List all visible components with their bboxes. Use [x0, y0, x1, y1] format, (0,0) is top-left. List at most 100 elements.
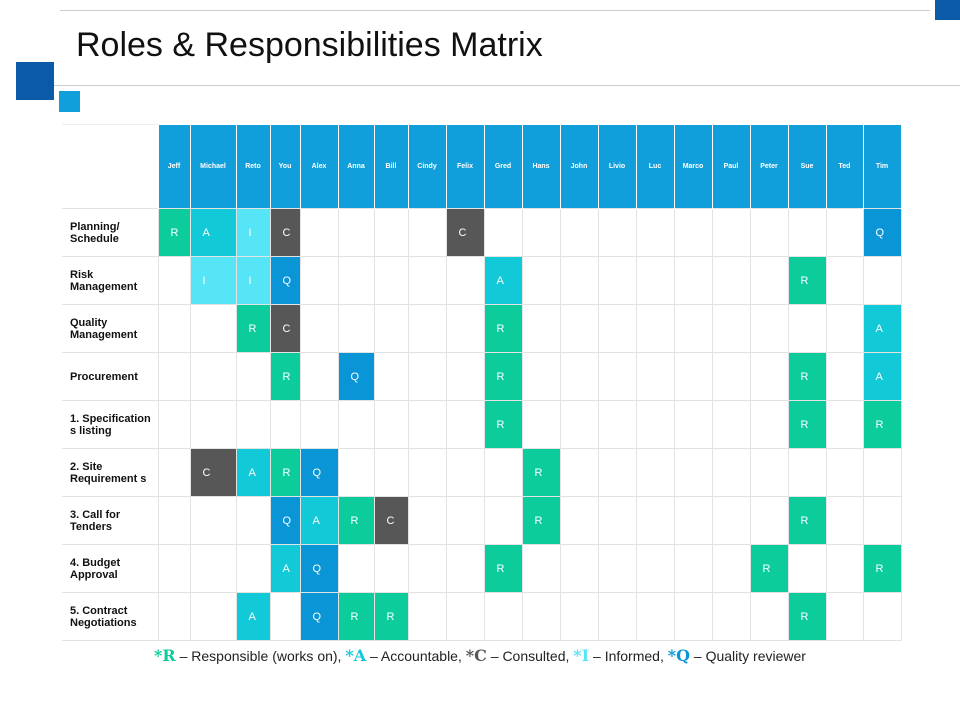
empty-cell: [787, 544, 827, 593]
assignment-cell-q: Q: [299, 448, 339, 497]
role-label: Quality Management: [62, 304, 159, 353]
empty-cell: [749, 400, 789, 449]
empty-cell: [635, 544, 675, 593]
empty-cell: [673, 208, 713, 257]
empty-cell: [373, 448, 409, 497]
empty-cell: [673, 256, 713, 305]
empty-cell: [157, 496, 191, 545]
empty-cell: [825, 496, 864, 545]
matrix-row: Quality Management R C R A: [62, 304, 902, 353]
empty-cell: [711, 256, 751, 305]
legend: *R – Responsible (works on), *A – Accoun…: [0, 646, 960, 665]
empty-cell: [407, 592, 447, 641]
role-label: Risk Management: [62, 256, 159, 305]
empty-cell: [635, 304, 675, 353]
matrix-row: Procurement R Q R R A: [62, 352, 902, 401]
empty-cell: [711, 304, 751, 353]
person-header-livio: Livio: [597, 124, 637, 209]
role-label: 1. Specification s listing: [62, 400, 159, 449]
empty-cell: [157, 256, 191, 305]
empty-cell: [711, 496, 751, 545]
person-header-ted: Ted: [825, 124, 864, 209]
person-header-felix: Felix: [445, 124, 485, 209]
assignment-cell-c: C: [445, 208, 485, 257]
role-label: 2. Site Requirement s: [62, 448, 159, 497]
matrix-row: 3. Call for Tenders Q A R C R R: [62, 496, 902, 545]
empty-cell: [559, 496, 599, 545]
title-underline: [54, 85, 960, 86]
empty-cell: [862, 592, 902, 641]
empty-cell: [521, 400, 561, 449]
empty-cell: [373, 208, 409, 257]
empty-cell: [711, 544, 751, 593]
empty-cell: [407, 352, 447, 401]
empty-cell: [825, 400, 864, 449]
empty-cell: [559, 448, 599, 497]
empty-cell: [445, 544, 485, 593]
corner-square-decoration: [935, 0, 960, 20]
assignment-cell-c: C: [269, 304, 301, 353]
empty-cell: [299, 352, 339, 401]
empty-cell: [597, 304, 637, 353]
empty-cell: [787, 448, 827, 497]
empty-cell: [337, 544, 375, 593]
empty-cell: [483, 496, 523, 545]
empty-cell: [787, 208, 827, 257]
empty-cell: [825, 256, 864, 305]
empty-cell: [673, 592, 713, 641]
legend-item: *R – Responsible (works on),: [154, 646, 341, 665]
empty-cell: [407, 400, 447, 449]
person-header-sue: Sue: [787, 124, 827, 209]
assignment-cell-r: R: [862, 400, 902, 449]
assignment-cell-a: A: [862, 304, 902, 353]
empty-cell: [559, 544, 599, 593]
empty-cell: [635, 208, 675, 257]
person-header-peter: Peter: [749, 124, 789, 209]
empty-cell: [445, 496, 485, 545]
assignment-cell-r: R: [483, 304, 523, 353]
empty-cell: [189, 400, 237, 449]
empty-cell: [825, 208, 864, 257]
empty-cell: [635, 256, 675, 305]
empty-cell: [445, 448, 485, 497]
person-header-alex: Alex: [299, 124, 339, 209]
legend-text: – Consulted,: [486, 648, 570, 664]
empty-cell: [157, 544, 191, 593]
legend-text: – Accountable,: [366, 648, 462, 664]
assignment-cell-r: R: [269, 352, 301, 401]
empty-cell: [673, 544, 713, 593]
empty-cell: [597, 208, 637, 257]
empty-cell: [407, 496, 447, 545]
person-header-gred: Gred: [483, 124, 523, 209]
assignment-cell-i: I: [189, 256, 237, 305]
assignment-cell-r: R: [235, 304, 271, 353]
assignment-cell-r: R: [373, 592, 409, 641]
empty-cell: [673, 304, 713, 353]
assignment-cell-a: A: [269, 544, 301, 593]
empty-cell: [711, 592, 751, 641]
legend-item: *A – Accountable,: [345, 646, 462, 665]
empty-cell: [373, 400, 409, 449]
empty-cell: [445, 592, 485, 641]
empty-cell: [269, 592, 301, 641]
person-header-bill: Bill: [373, 124, 409, 209]
page-title: Roles & Responsibilities Matrix: [76, 26, 543, 64]
empty-cell: [189, 544, 237, 593]
person-header-tim: Tim: [862, 124, 902, 209]
empty-cell: [635, 400, 675, 449]
empty-cell: [407, 304, 447, 353]
empty-cell: [407, 256, 447, 305]
legend-key: *I: [573, 646, 590, 665]
empty-cell: [597, 592, 637, 641]
empty-cell: [749, 592, 789, 641]
empty-cell: [749, 496, 789, 545]
empty-cell: [673, 352, 713, 401]
legend-item: *Q – Quality reviewer: [668, 646, 806, 665]
legend-key: *A: [345, 646, 367, 665]
matrix-row: Planning/ Schedule R A I C C Q: [62, 208, 902, 257]
empty-cell: [597, 448, 637, 497]
assignment-cell-r: R: [787, 352, 827, 401]
empty-cell: [157, 352, 191, 401]
empty-cell: [269, 400, 301, 449]
empty-cell: [673, 496, 713, 545]
